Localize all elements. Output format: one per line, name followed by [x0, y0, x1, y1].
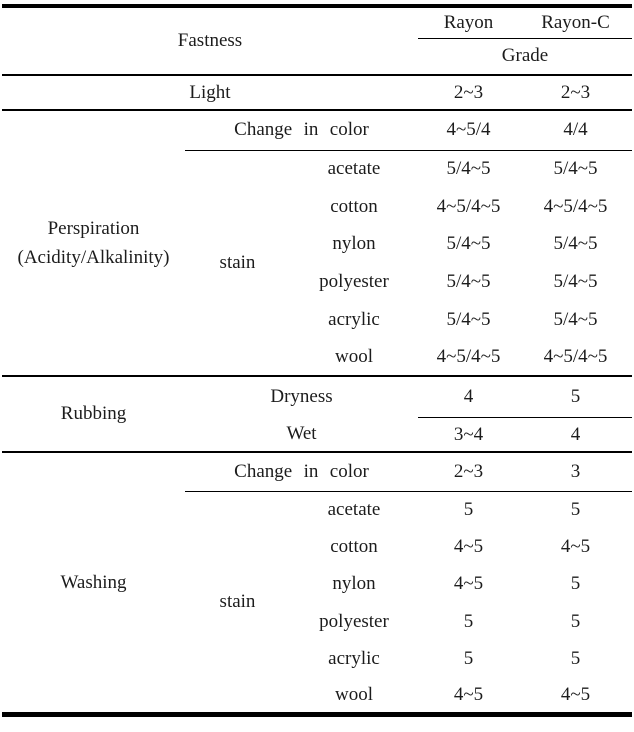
stain-fiber-label: polyester — [319, 610, 389, 632]
stain-rayon-c-value: 5 — [570, 610, 581, 632]
stain-fiber-label: acetate — [327, 499, 381, 521]
perspiration-cic-rayon-value: 4~5/4 — [418, 110, 519, 151]
stain-fiber-label: acrylic — [328, 308, 380, 330]
light-label: Light — [2, 75, 418, 111]
stain-rayon-c-value: 5/4~5 — [553, 271, 598, 293]
row-perspiration-stain: polyester 5/4~5 5/4~5 — [2, 263, 632, 301]
row-rubbing-dryness: Rubbing Dryness 4 5 — [2, 376, 632, 454]
header-rayon: Rayon — [418, 6, 519, 39]
rubbing-label: Rubbing — [2, 376, 185, 454]
stain-rayon-value: 4~5 — [453, 684, 484, 706]
perspiration-cic-rayon-c-value: 4/4 — [519, 110, 632, 151]
washing-stain-label: stain — [219, 591, 256, 613]
washing-label: Washing — [60, 571, 127, 593]
rubbing-wet-label: Wet — [185, 417, 418, 454]
row-rubbing-wet: Wet 3~4 4 — [2, 417, 632, 454]
stain-rayon-c-value: 5/4~5 — [553, 233, 598, 255]
rubbing-wet-rayon-c-value: 4 — [519, 417, 632, 454]
stain-rayon-c-value: 4~5/4~5 — [519, 338, 632, 378]
header-rayon-c: Rayon-C — [519, 6, 632, 39]
stain-rayon-value: 5/4~5 — [446, 233, 491, 255]
stain-rayon-c-value: 4~5 — [560, 536, 591, 558]
stain-rayon-value: 5 — [463, 499, 474, 521]
stain-fiber-label: polyester — [319, 271, 389, 293]
rubbing-dryness-rayon-value: 4 — [418, 376, 519, 418]
row-perspiration-stain: wool 4~5/4~5 4~5/4~5 — [2, 338, 632, 378]
row-perspiration-stain: acrylic 5/4~5 5/4~5 — [2, 301, 632, 339]
perspiration-stain-label: stain — [185, 150, 290, 378]
perspiration-change-in-color-label: Change in color — [185, 110, 418, 151]
row-perspiration-stain: nylon 5/4~5 5/4~5 — [2, 225, 632, 263]
row-washing-stain: wool 4~5 4~5 — [2, 678, 632, 715]
stain-fiber-label: wool — [335, 684, 373, 706]
header-grade: Grade — [418, 38, 632, 76]
perspiration-label-line1: Perspiration — [47, 217, 140, 239]
washing-change-in-color-label: Change in color — [185, 452, 418, 492]
row-perspiration-change-in-color: Perspiration (Acidity/Alkalinity) Change… — [2, 110, 632, 378]
stain-fiber-label: acrylic — [328, 648, 380, 670]
perspiration-label: Perspiration (Acidity/Alkalinity) — [2, 110, 185, 378]
stain-rayon-value: 5 — [463, 610, 474, 632]
perspiration-label-line2: (Acidity/Alkalinity) — [17, 247, 170, 269]
stain-fiber-label: wool — [290, 338, 418, 378]
stain-rayon-c-value: 4~5 — [560, 684, 591, 706]
rubbing-dryness-rayon-c-value: 5 — [519, 376, 632, 418]
row-washing-change-in-color: Washing Change in color 2~3 3 — [2, 452, 632, 593]
stain-rayon-value: 5 — [463, 648, 474, 670]
stain-rayon-value: 5/4~5 — [446, 271, 491, 293]
row-light: Light 2~3 2~3 — [2, 75, 632, 111]
stain-rayon-value: 5/4~5 — [446, 308, 491, 330]
stain-rayon-value: 4~5 — [453, 573, 484, 595]
row-washing-stain: nylon 4~5 5 — [2, 566, 632, 603]
washing-cic-rayon-c-value: 3 — [519, 452, 632, 492]
row-washing-stain: cotton 4~5 4~5 — [2, 528, 632, 565]
fastness-table: Fastness Rayon Rayon-C Grade Light 2~3 2… — [2, 4, 632, 718]
stain-rayon-c-value: 5/4~5 — [553, 158, 598, 180]
washing-cic-rayon-value: 2~3 — [418, 452, 519, 492]
row-washing-stain: acrylic 5 5 — [2, 640, 632, 677]
row-washing-stain: stain acetate 5 5 — [2, 491, 632, 612]
stain-fiber-label: cotton — [330, 195, 378, 217]
stain-fiber-label: nylon — [332, 233, 376, 255]
header-fastness: Fastness — [2, 6, 418, 76]
stain-fiber-label: nylon — [332, 573, 376, 595]
stain-rayon-value: 4~5/4~5 — [436, 195, 501, 217]
stain-rayon-value: 4~5 — [453, 536, 484, 558]
stain-rayon-value: 5/4~5 — [446, 158, 491, 180]
stain-rayon-c-value: 5 — [570, 499, 581, 521]
row-perspiration-stain: cotton 4~5/4~5 4~5/4~5 — [2, 188, 632, 226]
light-rayon-c-value: 2~3 — [519, 75, 632, 111]
light-rayon-value: 2~3 — [418, 75, 519, 111]
stain-rayon-c-value: 5 — [570, 648, 581, 670]
rubbing-dryness-label: Dryness — [270, 386, 333, 408]
stain-fiber-label: acetate — [327, 158, 381, 180]
row-washing-stain: polyester 5 5 — [2, 603, 632, 640]
header-row-1: Fastness Rayon Rayon-C — [2, 6, 632, 76]
rubbing-wet-rayon-value: 3~4 — [418, 417, 519, 454]
stain-fiber-label: cotton — [330, 536, 378, 558]
header-row-2: Grade — [2, 38, 632, 76]
stain-rayon-c-value: 4~5/4~5 — [543, 195, 608, 217]
row-perspiration-stain: stain acetate 5/4~5 5/4~5 — [2, 150, 632, 378]
stain-rayon-c-value: 5/4~5 — [553, 308, 598, 330]
stain-rayon-c-value: 5 — [570, 573, 581, 595]
stain-rayon-value: 4~5/4~5 — [418, 338, 519, 378]
